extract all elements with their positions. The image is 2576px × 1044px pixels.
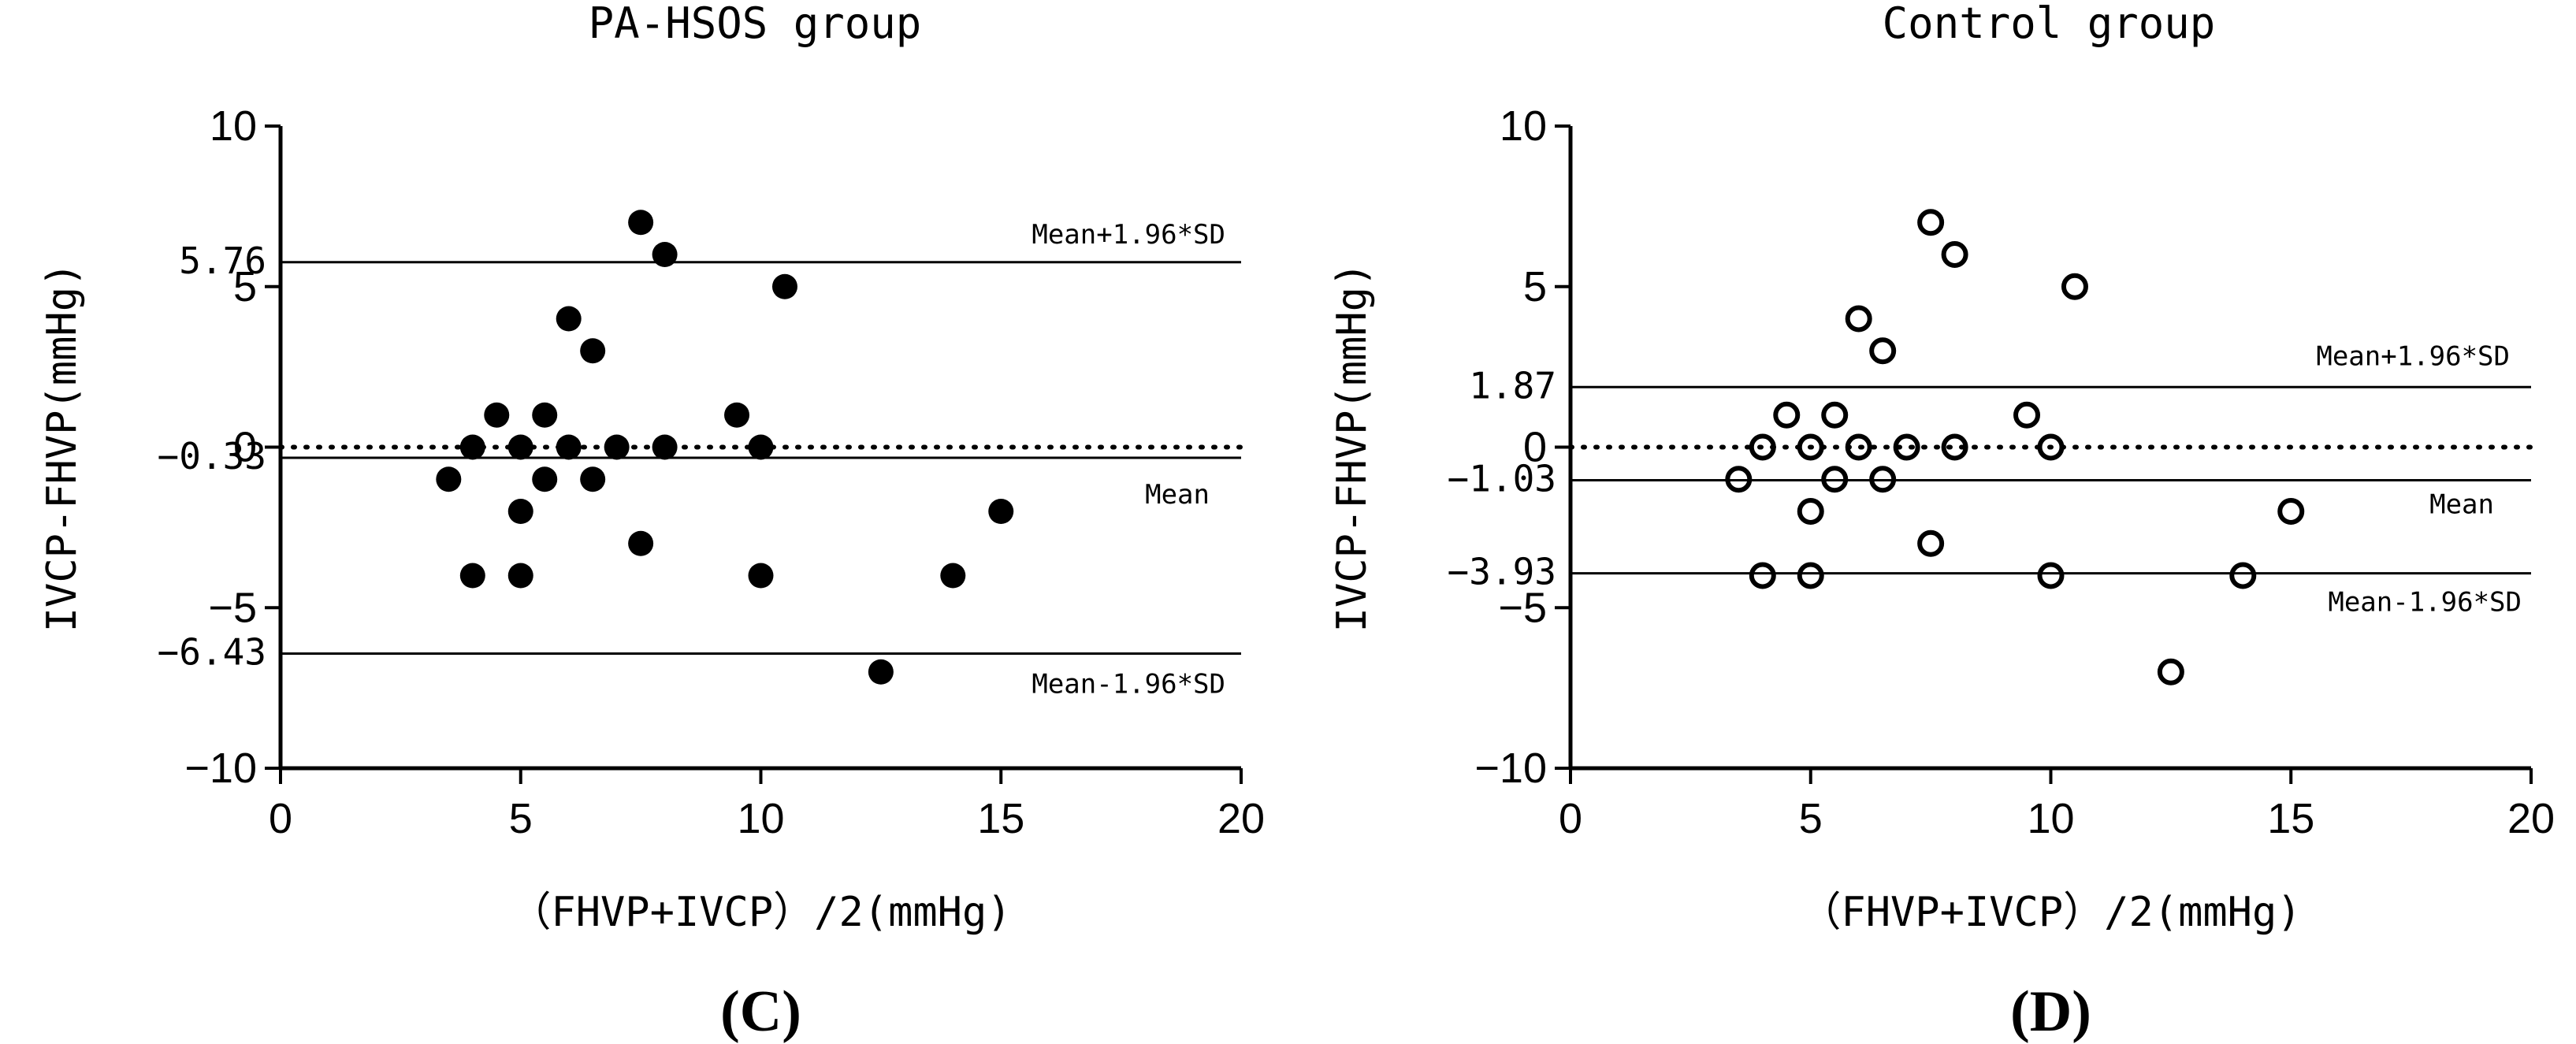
- y-tick-label: 5: [233, 263, 257, 310]
- ref-value-upper-loa: 5.76: [179, 240, 266, 282]
- data-point: [2061, 273, 2088, 300]
- data-point: [507, 434, 533, 460]
- y-tick-label: −5: [1498, 584, 1547, 631]
- x-tick-label: 15: [977, 795, 1024, 842]
- ref-value-mean: −0.33: [158, 435, 266, 477]
- data-point: [459, 434, 485, 460]
- data-point: [580, 338, 606, 364]
- ref-label-upper-loa: Mean+1.96*SD: [2316, 340, 2510, 372]
- ref-value-mean: −1.03: [1448, 457, 1556, 500]
- x-axis-label: （FHVP+IVCP）/2(mmHg): [510, 889, 1011, 936]
- data-point: [1941, 241, 1968, 268]
- data-point: [1821, 401, 1849, 429]
- data-point: [1845, 433, 1872, 461]
- x-tick-label: 5: [1799, 795, 1823, 842]
- x-tick-label: 0: [1559, 795, 1582, 842]
- data-point: [459, 563, 485, 589]
- y-tick-label: 5: [1523, 263, 1547, 310]
- data-point: [748, 434, 774, 460]
- data-point: [1845, 305, 1872, 333]
- data-point: [532, 402, 558, 428]
- y-tick-label: 0: [233, 424, 257, 471]
- data-point: [628, 210, 654, 236]
- data-point: [1917, 529, 1945, 557]
- y-axis-label: IVCP-FHVP(mmHg): [1329, 262, 1376, 633]
- x-tick-label: 15: [2267, 795, 2314, 842]
- data-point: [748, 563, 774, 589]
- data-point: [1797, 498, 1824, 525]
- y-tick-label: 10: [1500, 102, 1547, 150]
- ref-label-lower-loa: Mean-1.96*SD: [2328, 587, 2522, 619]
- data-point: [1869, 466, 1897, 493]
- data-point: [532, 466, 558, 492]
- data-point: [556, 434, 582, 460]
- panel-label: (D): [2010, 979, 2091, 1044]
- data-point: [652, 242, 678, 267]
- ref-label-lower-loa: Mean-1.96*SD: [1032, 669, 1225, 700]
- data-point: [724, 402, 750, 428]
- data-point: [868, 659, 894, 685]
- data-point: [507, 499, 533, 524]
- y-tick-label: −10: [184, 745, 257, 792]
- data-point: [1749, 562, 1776, 589]
- data-point: [2229, 562, 2257, 589]
- data-point: [556, 306, 582, 332]
- data-point: [436, 466, 462, 492]
- x-tick-label: 10: [2027, 795, 2074, 842]
- data-point: [1725, 466, 1753, 493]
- panel-label: (C): [720, 979, 801, 1044]
- data-point: [652, 434, 678, 460]
- data-point: [771, 273, 797, 299]
- y-tick-label: 10: [210, 102, 257, 150]
- data-point: [2037, 433, 2065, 461]
- data-point: [507, 563, 533, 589]
- x-axis-label: （FHVP+IVCP）/2(mmHg): [1800, 889, 2301, 936]
- data-point: [1893, 433, 1920, 461]
- data-point: [580, 466, 606, 492]
- data-point: [940, 563, 966, 589]
- data-point: [1797, 433, 1824, 461]
- y-tick-label: −5: [208, 584, 257, 631]
- data-point: [1797, 562, 1824, 589]
- data-point: [484, 402, 510, 428]
- data-point: [2037, 562, 2065, 589]
- ref-label-mean: Mean: [2429, 489, 2494, 520]
- x-tick-label: 20: [2507, 795, 2555, 842]
- chart-title: PA-HSOS group: [589, 0, 922, 48]
- y-axis-label: IVCP-FHVP(mmHg): [39, 262, 86, 633]
- data-point: [1821, 466, 1849, 493]
- x-tick-label: 5: [509, 795, 533, 842]
- data-point: [628, 530, 654, 556]
- y-tick-label: 0: [1523, 424, 1547, 471]
- ref-value-lower-loa: −6.43: [158, 631, 266, 674]
- chart-panel-d: Control group −10 −5 0 5 10 0 5 10 15 20 1.87 Mean+1…: [1329, 0, 2555, 1044]
- ref-label-mean: Mean: [1145, 479, 1210, 511]
- chart-title: Control group: [1883, 0, 2216, 48]
- data-point: [988, 499, 1014, 524]
- data-point: [604, 434, 630, 460]
- ref-label-upper-loa: Mean+1.96*SD: [1032, 219, 1225, 251]
- data-point: [1749, 433, 1776, 461]
- x-tick-label: 10: [737, 795, 784, 842]
- data-point: [2277, 498, 2305, 525]
- data-point: [1941, 433, 1968, 461]
- chart-panel-c: PA-HSOS group −10 −5 0 5 10 0 5 10 15 20 5.76 Mean+1…: [39, 0, 1265, 1044]
- data-point: [1917, 209, 1945, 236]
- data-point: [1773, 401, 1801, 429]
- data-point: [2157, 658, 2184, 685]
- x-tick-label: 0: [269, 795, 292, 842]
- ref-value-upper-loa: 1.87: [1469, 364, 1556, 407]
- x-tick-label: 20: [1217, 795, 1265, 842]
- ref-value-lower-loa: −3.93: [1448, 551, 1556, 593]
- y-tick-label: −10: [1474, 745, 1547, 792]
- data-point: [1869, 337, 1897, 365]
- data-point: [2013, 401, 2041, 429]
